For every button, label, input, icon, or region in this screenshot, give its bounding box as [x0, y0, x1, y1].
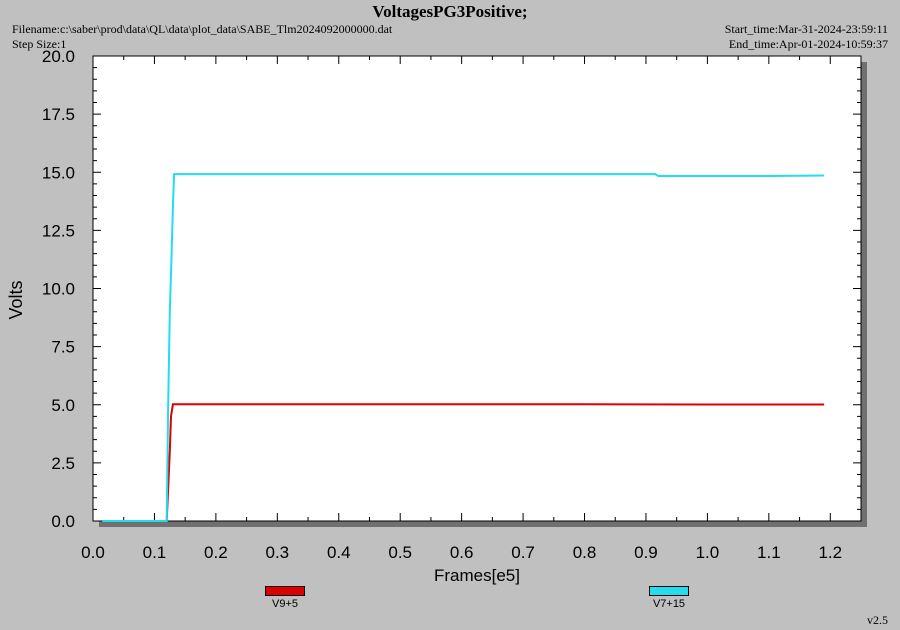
y-tick-label: 2.5: [51, 454, 75, 473]
legend-item-v9: V9+5: [255, 586, 315, 610]
x-tick-label: 0.4: [327, 543, 351, 562]
legend-label-v7: V7+15: [652, 598, 686, 610]
x-tick-label: 0.5: [388, 543, 412, 562]
legend-swatch-v9: [265, 586, 305, 596]
x-tick-label: 0.3: [265, 543, 289, 562]
start-time-label: Start_time:Mar-31-2024-23:59:11: [724, 22, 888, 36]
x-axis-label: Frames[e5]: [434, 566, 520, 585]
y-axis-label: Volts: [6, 280, 26, 319]
legend-swatch-v7: [649, 586, 689, 596]
x-tick-label: 0.9: [634, 543, 658, 562]
x-tick-label: 0.6: [450, 543, 474, 562]
y-tick-label: 12.5: [42, 221, 75, 240]
x-tick-label: 0.8: [573, 543, 597, 562]
filename-label: Filename:c:\saber\prod\data\QL\data\plot…: [12, 22, 393, 36]
plot-area: [92, 55, 862, 522]
y-tick-label: 17.5: [42, 105, 75, 124]
y-tick-label: 7.5: [51, 338, 75, 357]
x-tick-label: 0.7: [511, 543, 535, 562]
x-tick-label: 1.2: [818, 543, 842, 562]
y-tick-label: 0.0: [51, 512, 75, 531]
x-tick-label: 0.1: [143, 543, 167, 562]
y-tick-label: 15.0: [42, 163, 75, 182]
version-label: v2.5: [867, 613, 888, 627]
legend-item-v7: V7+15: [639, 586, 699, 610]
y-tick-label: 5.0: [51, 396, 75, 415]
y-tick-label: 20.0: [42, 47, 75, 66]
step-size-label: Step Size:1: [12, 37, 67, 51]
x-tick-label: 1.1: [757, 543, 781, 562]
x-tick-label: 1.0: [696, 543, 720, 562]
x-tick-label: 0.0: [81, 543, 105, 562]
end-time-label: End_time:Apr-01-2024-10:59:37: [728, 37, 888, 51]
y-tick-label: 10.0: [42, 280, 75, 299]
legend-label-v9: V9+5: [272, 598, 298, 610]
series-line-v7-15: [102, 173, 825, 522]
chart-title: VoltagesPG3Positive;: [372, 2, 528, 21]
x-tick-label: 0.2: [204, 543, 228, 562]
